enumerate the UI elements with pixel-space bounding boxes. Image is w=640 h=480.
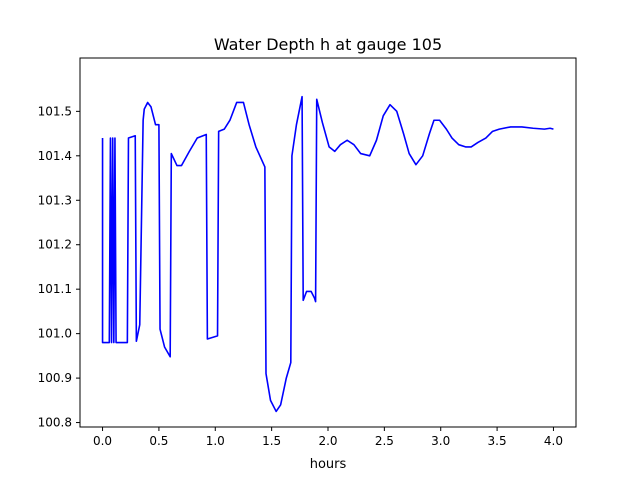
y-tick-label: 101.2 (38, 238, 72, 252)
x-tick-label: 0.5 (149, 434, 168, 448)
x-tick-label: 4.0 (544, 434, 563, 448)
y-tick-label: 100.9 (38, 371, 72, 385)
series-layer (101, 95, 554, 413)
y-tick-label: 101.5 (38, 104, 72, 118)
x-tick-label: 1.0 (206, 434, 225, 448)
y-axis-ticks: 100.8 100.9 101.0 101.1 101.2 101.3 101.4 101.5 (38, 104, 80, 430)
x-axis-label: hours (310, 457, 347, 472)
y-tick-label: 101.0 (38, 327, 72, 341)
x-tick-label: 1.5 (262, 434, 281, 448)
x-axis-ticks: 0.0 0.5 1.0 1.5 2.0 2.5 3.0 3.5 4.0 (93, 427, 563, 448)
x-tick-label: 0.0 (93, 434, 112, 448)
x-tick-label: 3.0 (431, 434, 450, 448)
y-tick-label: 101.1 (38, 282, 72, 296)
y-tick-label: 101.3 (38, 193, 72, 207)
y-tick-label: 101.4 (38, 149, 72, 163)
y-tick-label: 100.8 (38, 416, 72, 430)
x-tick-label: 2.0 (318, 434, 337, 448)
series-line-0 (101, 95, 554, 413)
chart-title: Water Depth h at gauge 105 (214, 35, 442, 54)
x-tick-label: 3.5 (488, 434, 507, 448)
plot-area (80, 58, 576, 427)
axes-frame (79, 57, 577, 428)
x-tick-label: 2.5 (375, 434, 394, 448)
